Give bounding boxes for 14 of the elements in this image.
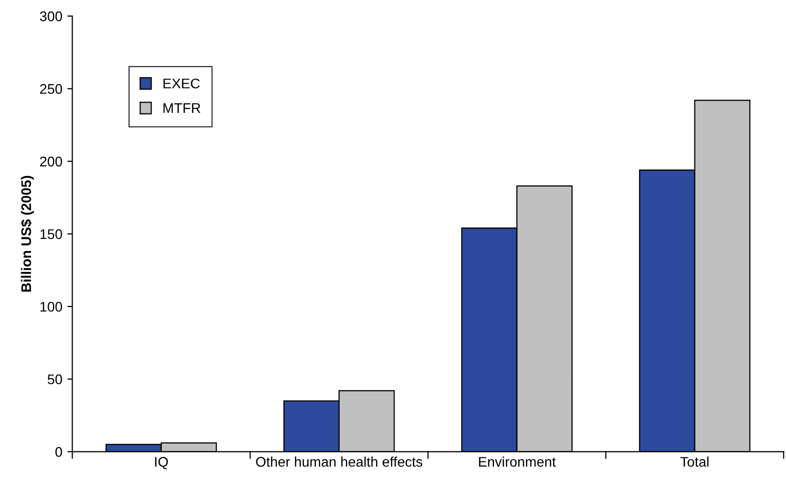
y-tick-label: 300 (40, 11, 62, 22)
y-tick-label: 0 (55, 447, 62, 457)
legend-label: MTFR (164, 103, 200, 113)
y-axis-title: Billion US$ (2005) (20, 176, 34, 292)
x-tick-label: Other human health effects (256, 456, 422, 467)
y-tick-label: 100 (40, 302, 62, 312)
y-tick-label: 200 (40, 156, 62, 166)
x-tick-label: Environment (479, 456, 556, 467)
x-tick-label: IQ (155, 456, 168, 470)
legend-label: EXEC (164, 78, 200, 88)
y-tick-label: 50 (48, 374, 62, 384)
x-tick-label: Total (680, 456, 708, 467)
y-tick-label: 250 (40, 84, 62, 94)
y-tick-label: 150 (40, 229, 62, 240)
